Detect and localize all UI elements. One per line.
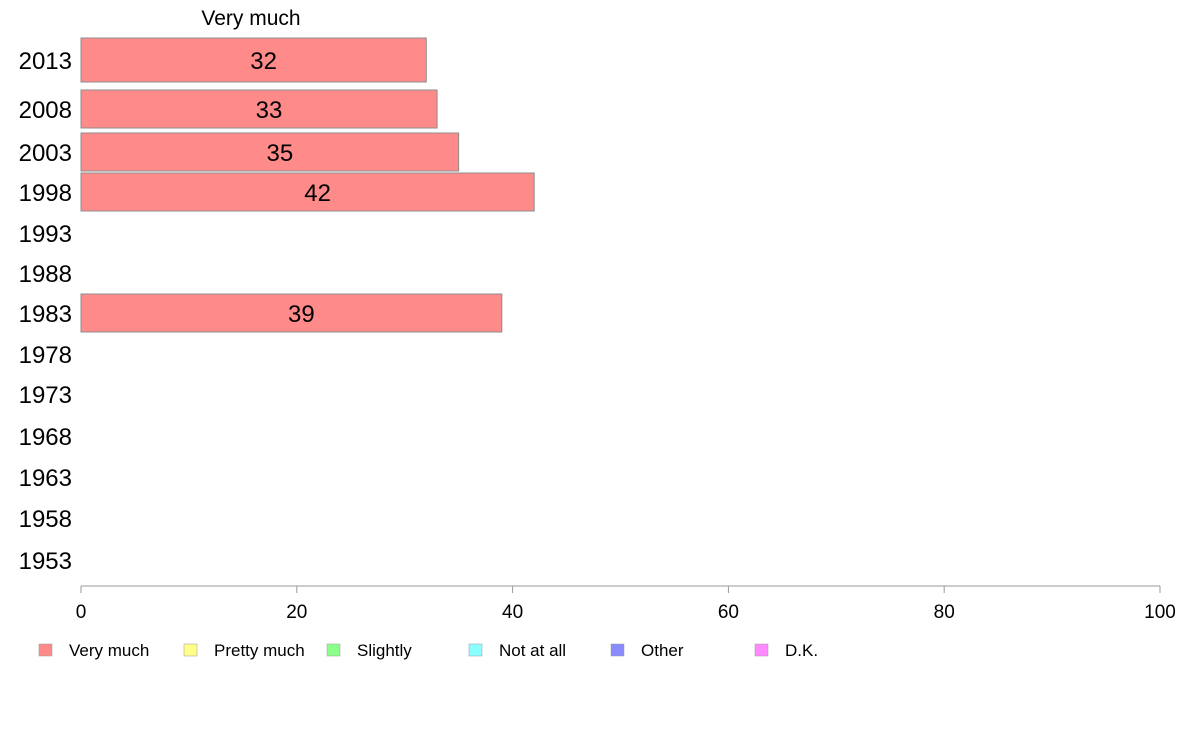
legend-swatch-0 bbox=[38, 643, 53, 657]
year-label-1968: 1968 bbox=[19, 424, 72, 451]
year-label-2003: 2003 bbox=[19, 140, 72, 167]
year-label-group: 2013 2008 2003 1998 1993 1988 1983 1978 1973 1968… bbox=[19, 48, 72, 575]
year-label-1993: 1993 bbox=[19, 221, 72, 248]
bar-2008 bbox=[80, 89, 438, 129]
legend-label-5: D.K. bbox=[785, 641, 818, 660]
legend-swatch-4 bbox=[610, 643, 625, 657]
year-label-2013: 2013 bbox=[19, 48, 72, 75]
legend-swatch-2 bbox=[326, 643, 341, 657]
year-label-2008: 2008 bbox=[19, 97, 72, 124]
year-label-1973: 1973 bbox=[19, 382, 72, 409]
legend-label-4: Other bbox=[641, 641, 684, 660]
year-label-1998: 1998 bbox=[19, 180, 72, 207]
year-label-1953: 1953 bbox=[19, 548, 72, 575]
year-label-1988: 1988 bbox=[19, 261, 72, 288]
legend-label-3: Not at all bbox=[499, 641, 566, 660]
legend-swatch-1 bbox=[183, 643, 198, 657]
year-label-1963: 1963 bbox=[19, 465, 72, 492]
bar-1983 bbox=[80, 293, 503, 333]
legend-label-2: Slightly bbox=[357, 641, 412, 660]
bar-label-1983: 39 bbox=[288, 301, 315, 328]
bar-2003 bbox=[80, 132, 460, 172]
legend-label-1: Pretty much bbox=[214, 641, 305, 660]
legend: Very much Pretty much Slightly Not at all Ot… bbox=[38, 641, 818, 660]
bar-1998 bbox=[80, 172, 535, 212]
year-label-1978: 1978 bbox=[19, 342, 72, 369]
bar-group: 32 33 35 42 39 bbox=[80, 37, 535, 333]
series-header-label: Very much bbox=[201, 7, 300, 30]
bar-label-2008: 33 bbox=[256, 97, 283, 124]
x-axis: 0 20 40 60 80 100 bbox=[76, 585, 1176, 623]
x-tick-label-60: 60 bbox=[718, 602, 739, 623]
year-label-1983: 1983 bbox=[19, 301, 72, 328]
x-tick-label-0: 0 bbox=[76, 602, 87, 623]
legend-label-0: Very much bbox=[69, 641, 149, 660]
x-tick-label-100: 100 bbox=[1144, 602, 1176, 623]
year-label-1958: 1958 bbox=[19, 506, 72, 533]
bar-label-1998: 42 bbox=[304, 180, 331, 207]
bar-label-2013: 32 bbox=[250, 48, 277, 75]
x-tick-label-40: 40 bbox=[502, 602, 523, 623]
legend-swatch-3 bbox=[468, 643, 483, 657]
x-tick-label-20: 20 bbox=[286, 602, 307, 623]
bar-label-2003: 35 bbox=[266, 140, 293, 167]
bar-2013 bbox=[80, 37, 427, 83]
legend-swatch-5 bbox=[754, 643, 769, 657]
x-tick-label-80: 80 bbox=[934, 602, 955, 623]
